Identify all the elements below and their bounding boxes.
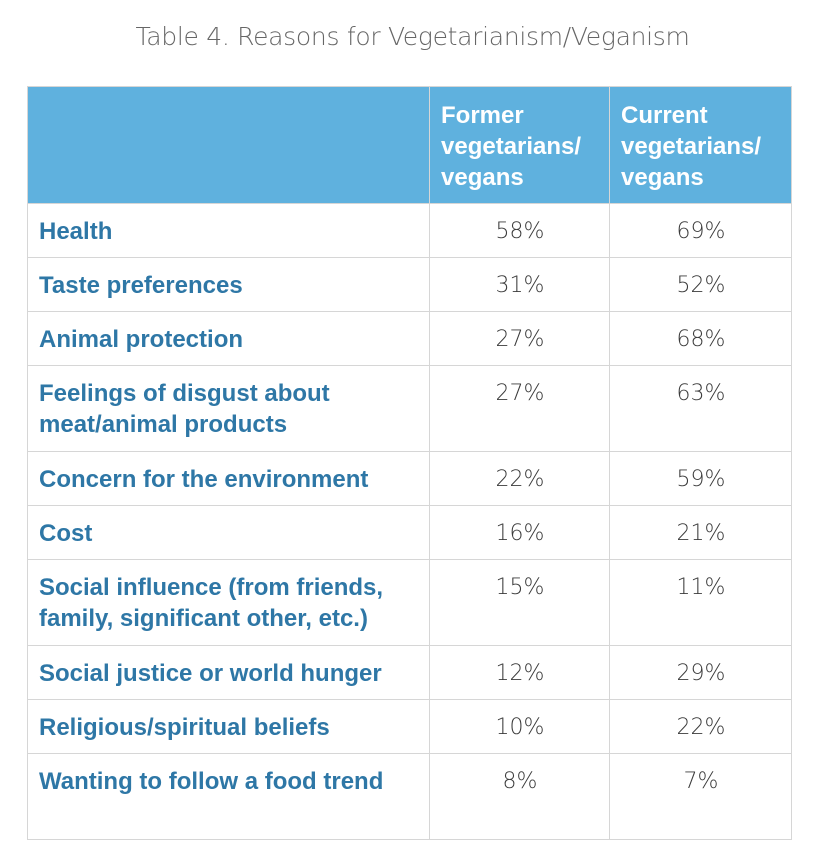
former-value: 8%	[429, 753, 610, 840]
header-row: Former vegetarians/ vegans Current veget…	[27, 86, 792, 204]
row-label: Social influence (from friends, family, …	[27, 559, 430, 646]
current-value: 11%	[609, 559, 792, 646]
former-value: 58%	[429, 203, 610, 258]
table-caption: Table 4. Reasons for Vegetarianism/Vegan…	[135, 22, 690, 51]
current-value: 7%	[609, 753, 792, 840]
table-body: Health 58% 69% Taste preferences 31% 52%…	[27, 203, 792, 840]
table-header: Former vegetarians/ vegans Current veget…	[27, 86, 792, 204]
former-value: 31%	[429, 257, 610, 312]
row-label: Health	[27, 203, 430, 258]
former-value: 27%	[429, 365, 610, 452]
former-value: 22%	[429, 451, 610, 506]
table-row: Cost 16% 21%	[27, 505, 792, 560]
header-corner-cell	[27, 86, 430, 204]
former-value: 10%	[429, 699, 610, 754]
table-row: Social justice or world hunger 12% 29%	[27, 645, 792, 700]
table-row: Religious/spiritual beliefs 10% 22%	[27, 699, 792, 754]
current-value: 69%	[609, 203, 792, 258]
table-row: Feelings of disgust about meat/animal pr…	[27, 365, 792, 452]
row-label: Feelings of disgust about meat/animal pr…	[27, 365, 430, 452]
current-value: 52%	[609, 257, 792, 312]
former-value: 27%	[429, 311, 610, 366]
table-row: Health 58% 69%	[27, 203, 792, 258]
former-value: 16%	[429, 505, 610, 560]
column-header-current: Current vegetarians/ vegans	[609, 86, 792, 204]
row-label: Social justice or world hunger	[27, 645, 430, 700]
table-row: Wanting to follow a food trend 8% 7%	[27, 753, 792, 840]
table-row: Animal protection 27% 68%	[27, 311, 792, 366]
column-header-former: Former vegetarians/ vegans	[429, 86, 610, 204]
reasons-table: Former vegetarians/ vegans Current veget…	[27, 86, 792, 840]
table-row: Taste preferences 31% 52%	[27, 257, 792, 312]
current-value: 63%	[609, 365, 792, 452]
current-value: 29%	[609, 645, 792, 700]
row-label: Animal protection	[27, 311, 430, 366]
current-value: 68%	[609, 311, 792, 366]
row-label: Taste preferences	[27, 257, 430, 312]
current-value: 59%	[609, 451, 792, 506]
current-value: 21%	[609, 505, 792, 560]
former-value: 15%	[429, 559, 610, 646]
current-value: 22%	[609, 699, 792, 754]
table-row: Social influence (from friends, family, …	[27, 559, 792, 646]
former-value: 12%	[429, 645, 610, 700]
table-row: Concern for the environment 22% 59%	[27, 451, 792, 506]
row-label: Concern for the environment	[27, 451, 430, 506]
row-label: Cost	[27, 505, 430, 560]
row-label: Wanting to follow a food trend	[27, 753, 430, 840]
row-label: Religious/spiritual beliefs	[27, 699, 430, 754]
